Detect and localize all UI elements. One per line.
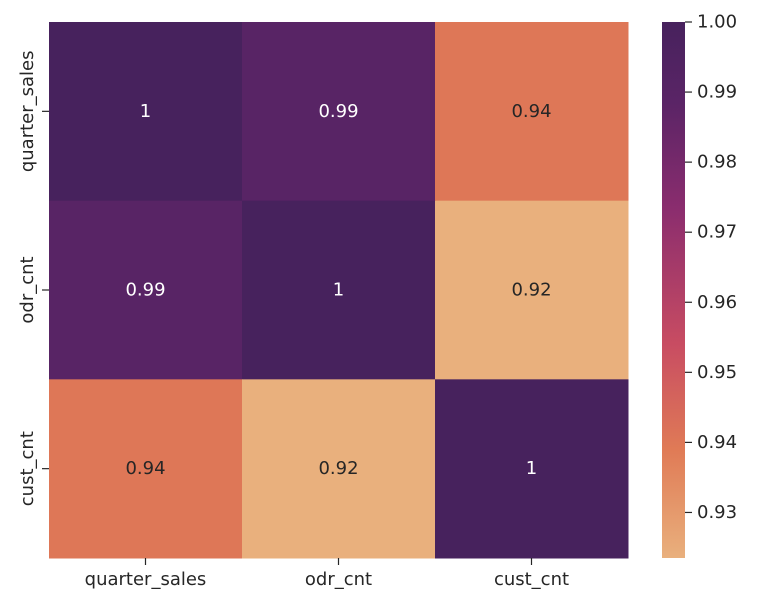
y-tick-label: odr_cnt	[17, 256, 38, 323]
cell-value-label: 0.92	[511, 280, 551, 301]
heatmap-cell	[49, 22, 243, 202]
colorbar-tick-label: 0.93	[697, 502, 737, 523]
colorbar-tick-label: 1.00	[697, 12, 737, 33]
cell-value-label: 0.94	[511, 101, 551, 122]
heatmap-cell	[49, 200, 243, 380]
heatmap-cell	[435, 22, 629, 202]
cell-value-label: 0.99	[318, 101, 358, 122]
heatmap-cell	[242, 200, 436, 380]
cell-value-label: 0.92	[318, 458, 358, 479]
heatmap-cell	[49, 379, 243, 559]
colorbar-tick-label: 0.95	[697, 362, 737, 383]
cell-value-label: 1	[526, 458, 537, 479]
x-tick-label: quarter_sales	[85, 569, 207, 590]
heatmap-cell	[242, 22, 436, 202]
heatmap-cells: 1 0.99 0.94 0.99 1 0.92 0.94 0.92 1	[49, 22, 629, 559]
cell-value-label: 0.99	[125, 280, 165, 301]
cell-value-label: 1	[333, 280, 344, 301]
colorbar-ticks: 1.00 0.99 0.98 0.97 0.96 0.95 0.94 0.93	[685, 12, 737, 523]
y-axis-ticks: quarter_sales odr_cnt cust_cnt	[17, 50, 49, 506]
colorbar-tick-label: 0.99	[697, 82, 737, 103]
colorbar-tick-label: 0.98	[697, 152, 737, 173]
colorbar-tick-label: 0.94	[697, 432, 737, 453]
y-tick-label: quarter_sales	[17, 50, 38, 172]
x-tick-label: odr_cnt	[305, 569, 372, 590]
cell-value-label: 1	[140, 101, 151, 122]
colorbar-tick-label: 0.97	[697, 222, 737, 243]
x-tick-label: cust_cnt	[494, 569, 569, 590]
colorbar-tick-label: 0.96	[697, 292, 737, 313]
heatmap-cell	[242, 379, 436, 559]
x-axis-ticks: quarter_sales odr_cnt cust_cnt	[85, 558, 569, 590]
heatmap-cell	[435, 200, 629, 380]
heatmap-cell	[435, 379, 629, 559]
y-tick-label: cust_cnt	[17, 431, 38, 506]
cell-value-label: 0.94	[125, 458, 165, 479]
colorbar	[662, 22, 685, 558]
